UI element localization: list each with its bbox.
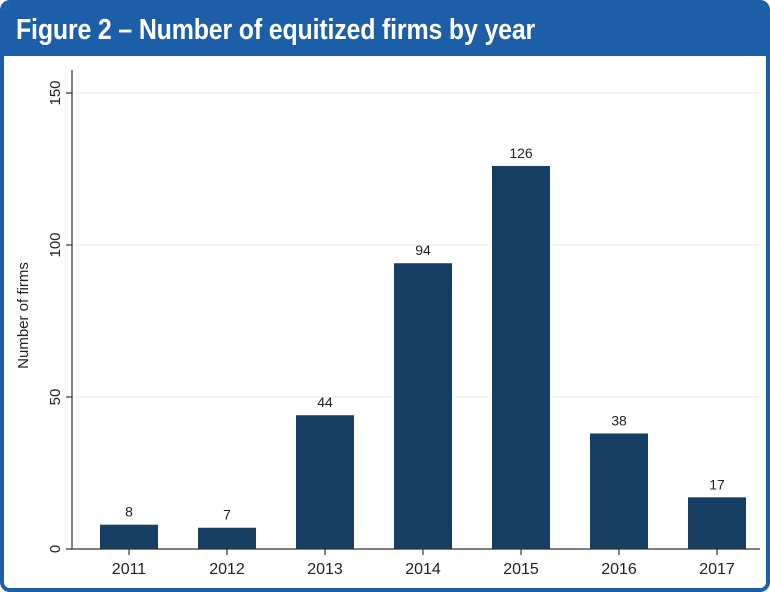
bar-2017	[688, 497, 746, 549]
data-label-2015: 126	[509, 145, 533, 161]
figure-title: Figure 2 – Number of equitized firms by …	[16, 14, 536, 46]
y-axis-label: Number of firms	[15, 262, 32, 369]
bar-2014	[394, 263, 452, 549]
x-tick-label-2016: 2016	[601, 561, 637, 578]
y-tick-label: 50	[47, 389, 64, 406]
bar-2013	[296, 415, 354, 549]
data-label-2013: 44	[317, 394, 333, 410]
y-tick-label: 0	[47, 545, 64, 553]
bar-2015	[492, 165, 550, 549]
y-tick-label: 100	[47, 232, 64, 257]
data-label-2017: 17	[709, 476, 725, 492]
x-tick-label-2017: 2017	[699, 561, 735, 578]
data-label-2016: 38	[611, 412, 627, 428]
figure-title-bar: Figure 2 – Number of equitized firms by …	[4, 4, 766, 56]
data-label-2012: 7	[223, 507, 231, 523]
y-tick-label: 150	[47, 80, 64, 105]
data-label-2011: 8	[125, 504, 133, 520]
x-tick-label-2014: 2014	[405, 561, 441, 578]
bars	[100, 165, 746, 549]
x-tick-label-2011: 2011	[112, 561, 147, 578]
bar-2011	[100, 524, 158, 549]
x-tick-label-2013: 2013	[307, 561, 343, 578]
bar-2016	[590, 433, 648, 549]
bar-chart: 8 7 44 94 126 38 17 0 50 100 150 2011 2012 2013 2014…	[15, 70, 760, 578]
x-axis-ticks: 2011 2012 2013 2014 2015 2016 2017	[112, 549, 735, 578]
data-labels: 8 7 44 94 126 38 17	[125, 145, 725, 523]
y-axis-ticks: 0 50 100 150	[47, 80, 72, 553]
data-label-2014: 94	[415, 242, 431, 258]
chart-area: 8 7 44 94 126 38 17 0 50 100 150 2011 2012 2013 2014…	[4, 56, 766, 588]
x-tick-label-2015: 2015	[503, 561, 539, 578]
bar-2012	[198, 527, 256, 549]
x-tick-label-2012: 2012	[209, 561, 245, 578]
